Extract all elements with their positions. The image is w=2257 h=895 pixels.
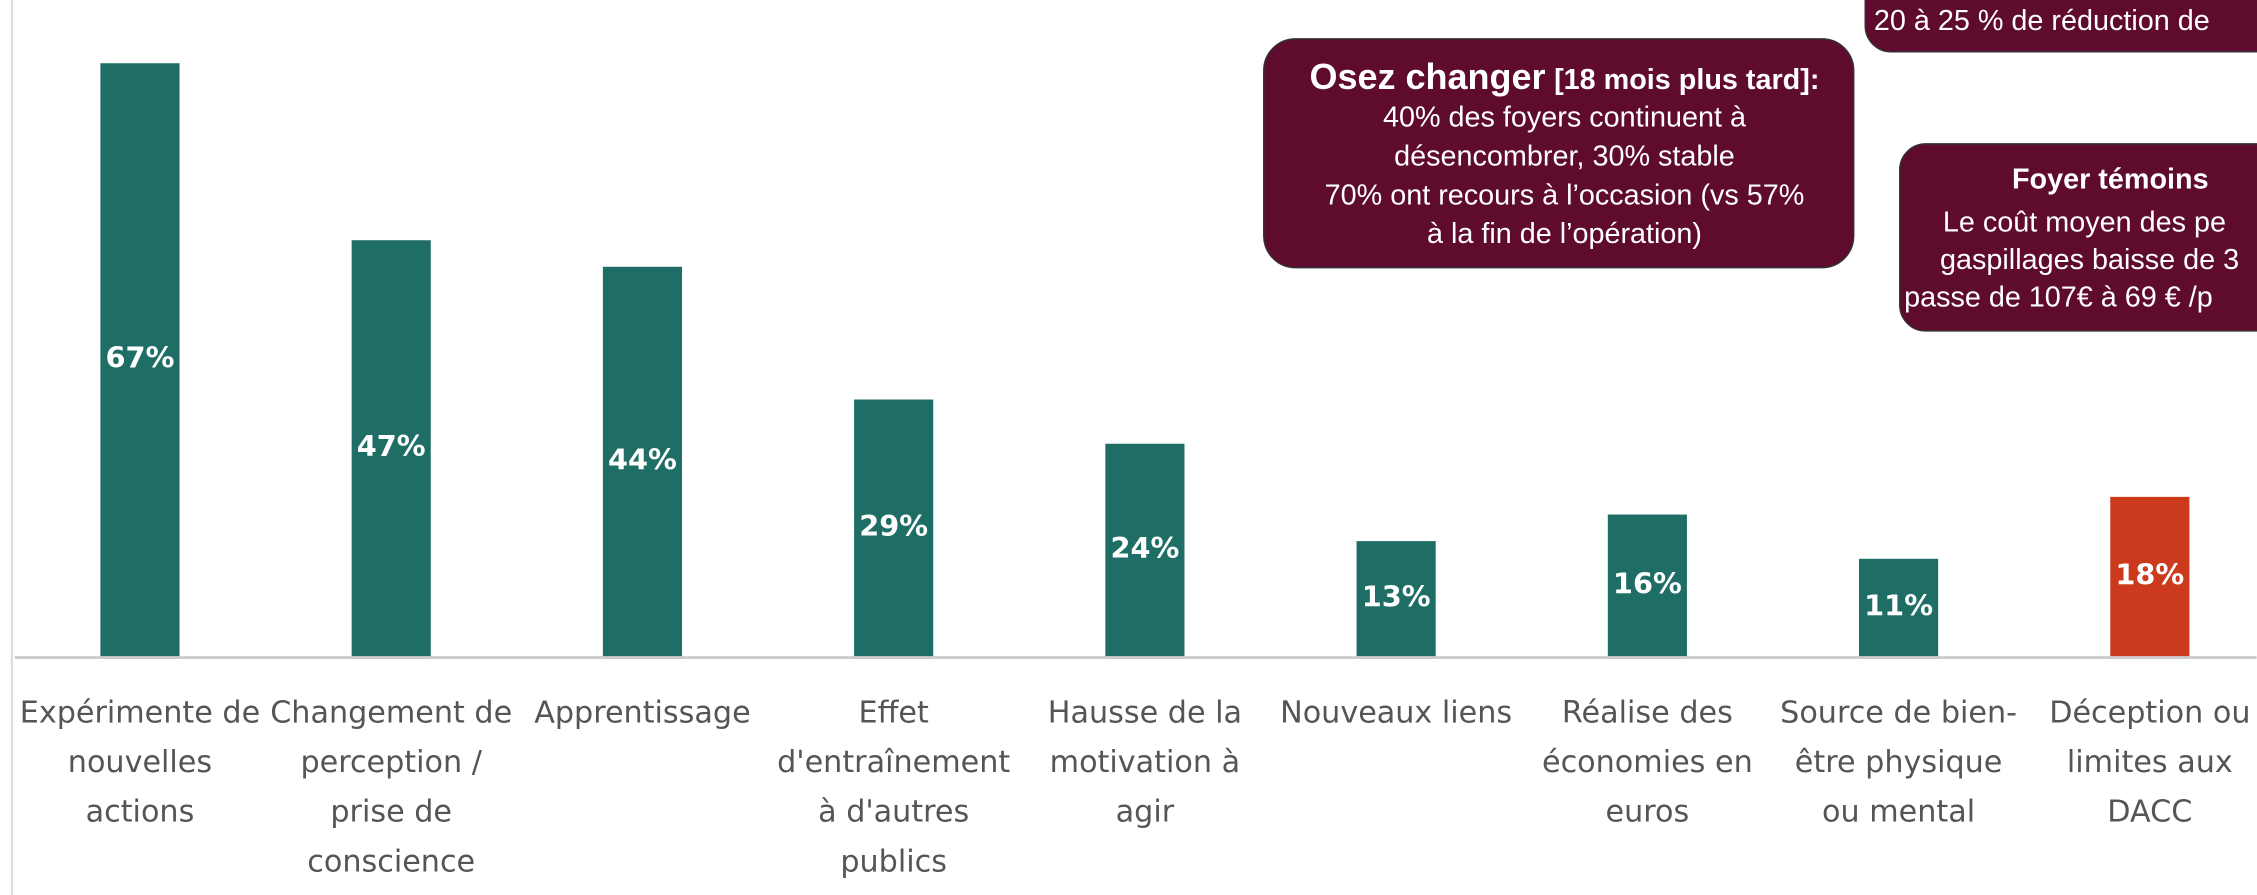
x-tick-label-line: publics	[840, 844, 947, 879]
x-tick-label-line: Apprentissage	[534, 695, 750, 730]
bar	[100, 63, 180, 657]
bar	[1105, 443, 1185, 657]
x-tick-label-line: Effet	[859, 695, 929, 730]
bar	[1859, 558, 1939, 657]
value-label: 18%	[2115, 557, 2184, 591]
value-label: 24%	[1110, 531, 1179, 565]
x-tick-label-line: nouvelles	[68, 745, 212, 780]
x-tick-label: Effet d'entraînement à d'autres publics	[777, 695, 1010, 879]
bar	[1356, 541, 1436, 657]
annotation-line: Le coût moyen des pe	[1943, 207, 2226, 239]
annotation-line: 20 à 25 % de réduction de	[1874, 5, 2210, 37]
x-tick-label: Réalise des économies en euros	[1542, 695, 1753, 829]
x-tick-label-line: limites aux	[2067, 745, 2233, 780]
annotation-line: 40% des foyers continuent à	[1383, 102, 1746, 134]
x-tick-label-line: être physique	[1795, 745, 2003, 780]
x-tick-label-line: perception /	[300, 745, 482, 780]
x-tick-label: Déception ou limites aux DACC	[2049, 695, 2250, 829]
bar	[602, 266, 683, 657]
annotation-title: Foyer témoins	[2012, 163, 2209, 195]
annotation-title: Osez changer [18 mois plus tard]:	[1310, 56, 1820, 97]
bar	[2110, 496, 2190, 657]
x-tick-label-line: à d'autres	[818, 795, 969, 830]
value-label: 11%	[1864, 588, 1933, 622]
x-tick-label-line: d'entraînement	[777, 745, 1010, 780]
x-tick-label-line: Déception ou	[2049, 695, 2250, 730]
annotation-line: désencombrer, 30% stable	[1394, 140, 1735, 172]
x-tick-label: Apprentissage	[534, 695, 750, 730]
x-tick-label-line: prise de	[330, 795, 452, 830]
annotation-box	[1864, 0, 2257, 53]
annotation-box	[1263, 38, 1855, 269]
x-tick-label-line: Réalise des	[1562, 695, 1733, 730]
value-label: 29%	[859, 509, 928, 543]
value-label: 44%	[608, 442, 677, 476]
x-tick-label-line: conscience	[307, 844, 475, 879]
annotation-line: 70% ont recours à l’occasion (vs 57%	[1325, 179, 1805, 211]
annotation-line: à la fin de l’opération)	[1427, 218, 1702, 250]
bar	[854, 399, 934, 657]
x-tick-label-line: agir	[1116, 795, 1175, 830]
value-label: 47%	[357, 429, 426, 463]
x-tick-label: Hausse de la motivation à agir	[1048, 695, 1242, 829]
x-tick-label-line: ou mental	[1822, 795, 1975, 830]
x-tick-label-line: DACC	[2107, 795, 2192, 830]
x-tick-label-line: actions	[86, 795, 195, 830]
x-tick-label-line: Changement de	[270, 695, 512, 730]
x-tick-label-line: motivation à	[1050, 745, 1240, 780]
value-label: 13%	[1362, 580, 1431, 614]
value-label: 16%	[1613, 566, 1682, 600]
x-tick-label-line: Hausse de la	[1048, 695, 1242, 730]
x-tick-label-line: euros	[1606, 795, 1690, 830]
x-tick-label-line: Nouveaux liens	[1280, 695, 1512, 730]
x-tick-label-line: Expérimente de	[20, 695, 260, 730]
x-tick-label: Nouveaux liens	[1280, 695, 1512, 730]
annotation-line: gaspillages baisse de 3	[1940, 244, 2239, 276]
annotation-title-main: Osez changer	[1310, 56, 1546, 97]
bar	[1607, 514, 1687, 657]
x-tick-label: Changement de perception / prise de conscie…	[270, 695, 512, 879]
x-tick-label-line: Source de bien-	[1780, 695, 2017, 730]
x-tick-label: Expérimente de nouvelles actions	[20, 695, 260, 829]
x-tick-label: Source de bien-être physique ou mental	[1780, 695, 2017, 829]
x-tick-label-line: économies en	[1542, 745, 1753, 780]
annotation-line: passe de 107€ à 69 € /p	[1904, 281, 2213, 313]
annotation-box	[1899, 143, 2257, 332]
value-label: 67%	[106, 341, 175, 375]
annotation-title-note: [18 mois plus tard]:	[1554, 64, 1819, 96]
bar	[351, 240, 431, 657]
